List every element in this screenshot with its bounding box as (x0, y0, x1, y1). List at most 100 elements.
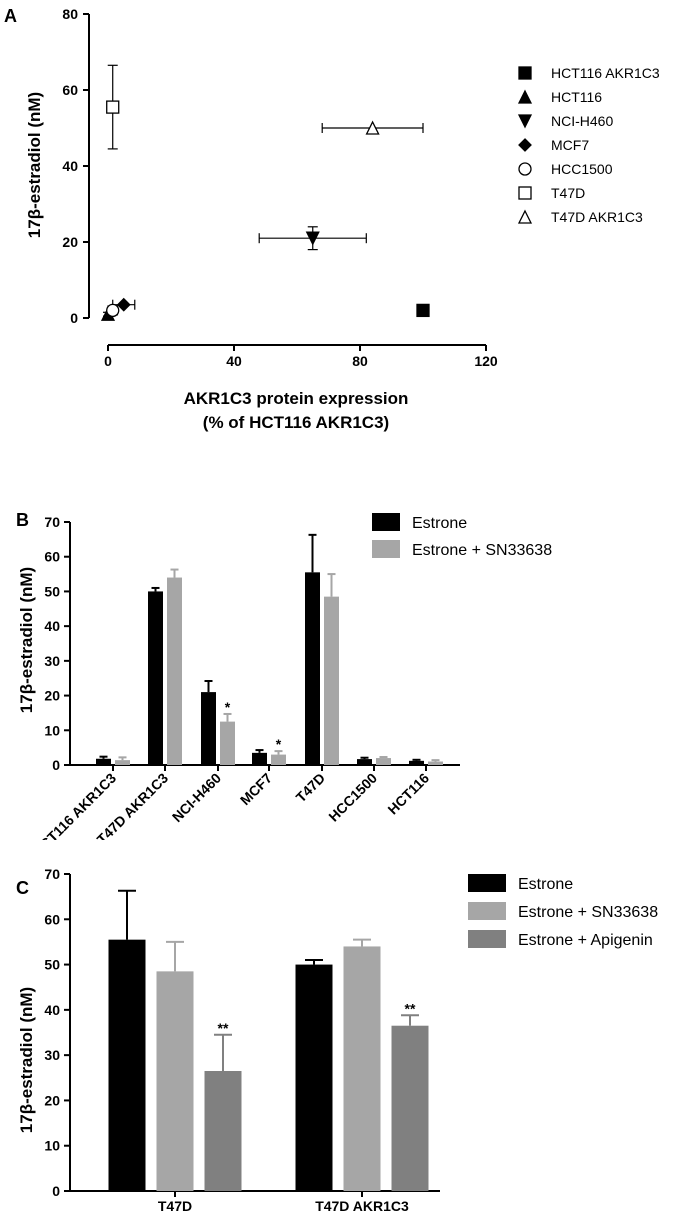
legend: Estrone Estrone + SN33638 (372, 513, 552, 559)
y-axis-title: 17β-estradiol (nM) (17, 987, 36, 1133)
bar (343, 946, 381, 1191)
x-tick-label: 0 (104, 353, 112, 369)
axes: 0 10 20 30 40 50 60 70 T47D T47D AKR1C3 (44, 866, 440, 1214)
legend-marker (517, 89, 533, 104)
axes: 0 20 40 60 80 0 40 80 120 (62, 6, 497, 369)
bar (167, 577, 182, 765)
legend-marker (517, 114, 533, 129)
y-axis-title: 17β-estradiol (nM) (25, 92, 44, 238)
y-tick-label: 60 (44, 549, 60, 565)
legend-label: HCC1500 (551, 161, 613, 177)
legend-swatch (372, 540, 400, 558)
y-tick-label: 70 (44, 514, 60, 530)
significance-marker: ** (218, 1020, 229, 1036)
bar (324, 596, 339, 765)
point-t47d-akr1c3 (365, 120, 380, 135)
x-axis-title-line1: AKR1C3 protein expression (184, 389, 409, 408)
point-mcf7 (116, 297, 131, 312)
x-tick-label: HCC1500 (325, 770, 380, 825)
bar (252, 752, 267, 765)
bars: ** ** (108, 889, 429, 1191)
x-tick-label: T47D (293, 770, 329, 806)
y-tick-label: 40 (44, 618, 60, 634)
y-tick-label: 50 (44, 957, 60, 973)
legend-label: T47D AKR1C3 (551, 209, 643, 225)
bar (357, 759, 372, 765)
legend-label: T47D (551, 185, 585, 201)
bar-chart: C 17β-estradiol (nM) 0 10 20 30 40 50 60 70 T47D… (16, 866, 658, 1214)
bar (148, 591, 163, 765)
legend-label: Estrone + Apigenin (518, 932, 653, 949)
legend-label: Estrone + SN33638 (518, 904, 658, 921)
bar (201, 692, 216, 765)
bar (96, 758, 111, 765)
y-tick-label: 50 (44, 583, 60, 599)
significance-marker: ** (405, 1000, 416, 1016)
x-axis-title-line2: (% of HCT116 AKR1C3) (203, 413, 389, 432)
bar (376, 758, 391, 765)
bar (295, 964, 333, 1191)
y-tick-label: 30 (44, 1047, 60, 1063)
y-tick-label: 60 (62, 82, 78, 98)
point-hcc1500 (106, 303, 120, 318)
x-tick-label: 40 (226, 353, 242, 369)
bar (204, 1070, 242, 1191)
bar (115, 760, 130, 765)
panel-a: A 17β-estradiol (nM) AKR1C3 protein expr… (0, 0, 686, 470)
legend-swatch (468, 930, 506, 948)
legend: Estrone Estrone + SN33638 Estrone + Apigen… (468, 874, 658, 949)
legend-label: Estrone (412, 515, 467, 532)
legend-label: Estrone (518, 876, 573, 893)
y-tick-label: 0 (70, 310, 78, 326)
x-tick-label: HCT116 (384, 770, 432, 818)
legend-swatch (468, 902, 506, 920)
y-tick-label: 10 (44, 1138, 60, 1154)
legend-swatch (372, 513, 400, 531)
point-nci-h460 (305, 231, 320, 246)
panel-label: B (16, 510, 29, 530)
bar (428, 761, 443, 765)
y-tick-label: 60 (44, 911, 60, 927)
significance-marker: * (225, 699, 231, 715)
y-tick-label: 40 (44, 1002, 60, 1018)
bar (220, 721, 235, 765)
panel-c: C 17β-estradiol (nM) 0 10 20 30 40 50 60 70 T47D… (0, 840, 686, 1219)
x-tick-label: MCF7 (237, 770, 275, 808)
y-tick-label: 10 (44, 722, 60, 738)
legend-swatch (468, 874, 506, 892)
point-t47d (106, 100, 120, 114)
y-tick-label: 40 (62, 158, 78, 174)
bar (305, 572, 320, 765)
x-tick-label: 80 (352, 353, 368, 369)
legend-label: Estrone + SN33638 (412, 542, 552, 559)
x-tick-label: 120 (474, 353, 498, 369)
y-tick-label: 30 (44, 653, 60, 669)
bar (391, 1025, 429, 1191)
y-tick-label: 70 (44, 866, 60, 882)
x-tick-label: T47D (158, 1198, 192, 1214)
bar (409, 760, 424, 765)
y-tick-label: 20 (44, 688, 60, 704)
x-tick-label: T47D AKR1C3 (315, 1198, 409, 1214)
y-axis-title: 17β-estradiol (nM) (17, 567, 36, 713)
legend: HCT116 AKR1C3 HCT116 NCI-H460 MCF7 HCC1500 T4… (517, 65, 660, 225)
legend-marker (518, 186, 532, 200)
bar (108, 939, 146, 1191)
y-tick-label: 20 (44, 1092, 60, 1108)
scatter-chart: A 17β-estradiol (nM) AKR1C3 protein expr… (4, 6, 660, 432)
panel-label: A (4, 6, 17, 26)
legend-label: HCT116 AKR1C3 (551, 65, 660, 81)
legend-marker (518, 162, 532, 176)
point-hct116-akr1c3 (416, 303, 430, 318)
legend-marker (518, 138, 532, 152)
legend-marker (518, 66, 532, 80)
y-tick-label: 80 (62, 6, 78, 22)
legend-label: NCI-H460 (551, 113, 613, 129)
y-tick-label: 0 (52, 757, 60, 773)
legend-label: MCF7 (551, 137, 589, 153)
panel-b: B 17β-estradiol (nM) 0 10 20 30 40 50 60 70 HCT1… (0, 470, 686, 859)
x-tick-label: NCI-H460 (169, 770, 224, 825)
data-points (100, 64, 430, 321)
bar-chart: B 17β-estradiol (nM) 0 10 20 30 40 50 60 70 HCT1… (16, 510, 552, 859)
